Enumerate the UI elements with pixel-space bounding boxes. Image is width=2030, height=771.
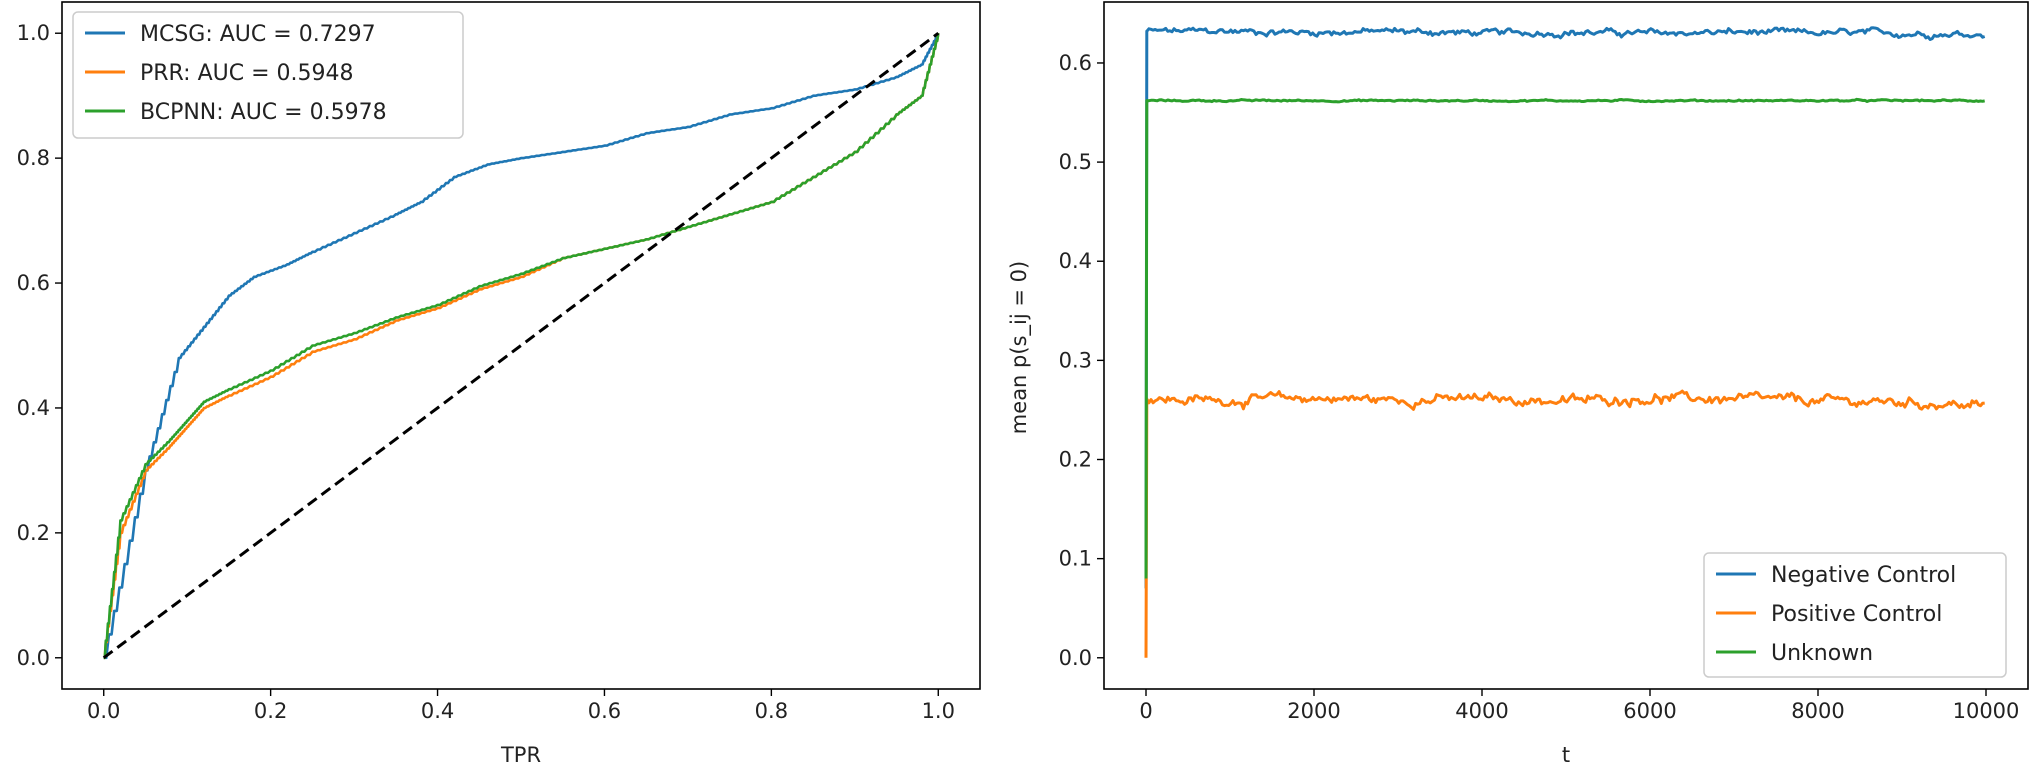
legend-box [72, 11, 464, 139]
legend-entry-prr: PRR: AUC = 0.5948 [140, 61, 353, 86]
series-line-bcpnn [103, 33, 940, 660]
plot-area [1144, 26, 1986, 658]
y-tick-label: 0.2 [17, 521, 50, 545]
y-tick-label: 0.0 [17, 646, 50, 670]
x-tick-label: 0 [1139, 699, 1152, 723]
x-tick-label: 0.4 [421, 699, 454, 723]
legend-entry-unknown: Unknown [1771, 641, 1873, 666]
legend: Negative Control Positive Control Unknown [1703, 552, 2007, 678]
y-tick-label: 0.6 [1059, 51, 1092, 75]
plot-area [102, 31, 940, 660]
series-line-unknown [1144, 97, 1985, 579]
y-tick-label: 1.0 [17, 21, 50, 45]
y-tick-label: 0.3 [1059, 348, 1092, 372]
x-tick-label: 1.0 [922, 699, 955, 723]
series-line-positive-control [1144, 389, 1985, 658]
diagonal-reference-line [102, 31, 940, 660]
y-tick-label: 0.4 [17, 396, 50, 420]
y-tick-label: 0.1 [1059, 547, 1092, 571]
x-tick-label: 0.2 [254, 699, 287, 723]
x-tick-label: 10000 [1953, 699, 2020, 723]
y-axis-label: mean p(s_ij = 0) [1007, 261, 1032, 434]
x-tick-label: 6000 [1623, 699, 1676, 723]
y-tick-label: 0.6 [17, 271, 50, 295]
x-tick-label: 0.8 [755, 699, 788, 723]
legend-box [1703, 552, 2007, 678]
x-tick-label: 0.0 [87, 699, 120, 723]
axes-frame [61, 1, 981, 690]
legend-entry-bcpnn: BCPNN: AUC = 0.5978 [140, 100, 387, 125]
roc-chart-panel: 0.0 0.2 0.4 0.6 0.8 1.0 0.0 0.2 0.4 0.6 0.8 1.0 TPR M… [17, 1, 981, 767]
legend-entry-mcsg: MCSG: AUC = 0.7297 [140, 22, 376, 47]
y-tick-label: 0.0 [1059, 646, 1092, 670]
x-tick-label: 4000 [1455, 699, 1508, 723]
y-tick-label: 0.4 [1059, 249, 1092, 273]
legend-entry-negative-control: Negative Control [1771, 563, 1956, 588]
series-line-mcsg [103, 32, 940, 660]
legend-entry-positive-control: Positive Control [1771, 602, 1942, 627]
y-tick-label: 0.5 [1059, 150, 1092, 174]
axes-frame [1103, 1, 2029, 690]
x-tick-label: 2000 [1287, 699, 1340, 723]
x-tick-label: 8000 [1791, 699, 1844, 723]
mean-probability-chart-panel: 0 2000 4000 6000 8000 10000 0.0 0.1 0.2 0.3 0.4 0.5… [1007, 1, 2029, 767]
y-tick-label: 0.2 [1059, 448, 1092, 472]
legend: MCSG: AUC = 0.7297 PRR: AUC = 0.5948 BCPNN… [72, 11, 464, 139]
y-tick-label: 0.8 [17, 146, 50, 170]
x-axis-label: t [1562, 743, 1570, 766]
x-tick-label: 0.6 [588, 699, 621, 723]
series-line-negative-control [1144, 26, 1986, 589]
x-axis-label: TPR [500, 743, 541, 766]
